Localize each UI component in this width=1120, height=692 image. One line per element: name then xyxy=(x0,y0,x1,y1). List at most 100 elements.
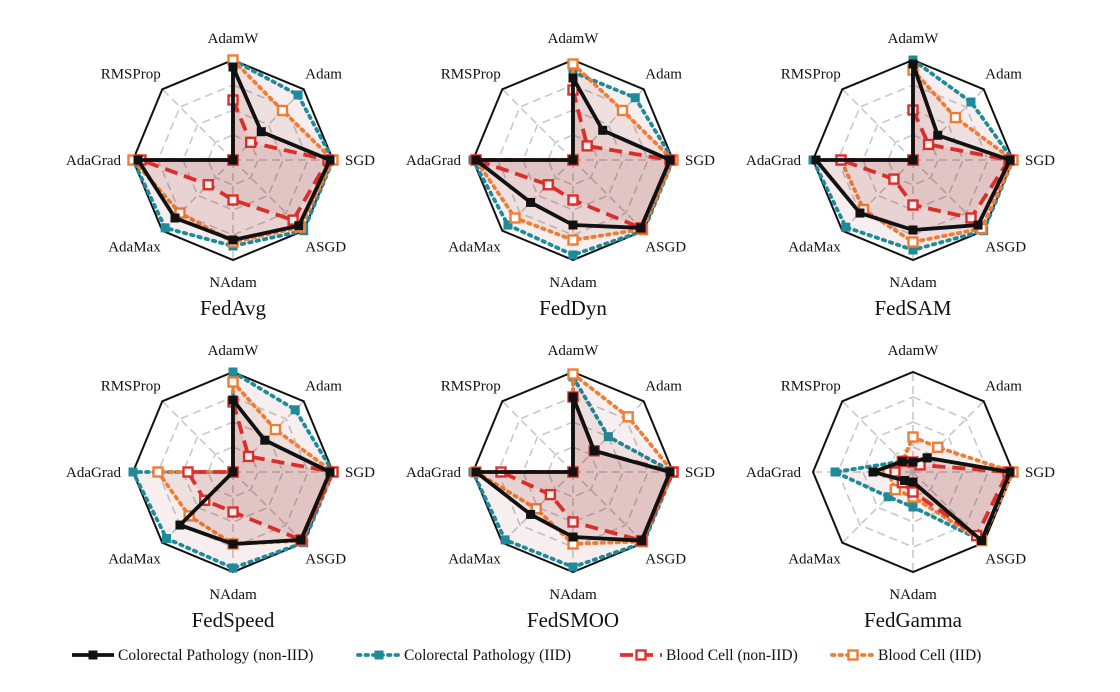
data-point-adamax xyxy=(174,207,186,219)
axis-label-adam: Adam xyxy=(305,379,342,395)
data-point-rmsprop xyxy=(228,155,238,165)
data-point-adamax xyxy=(883,492,893,502)
legend-marker xyxy=(847,649,859,661)
data-point-nadam xyxy=(227,506,239,518)
data-point-sgd xyxy=(325,155,335,165)
grid-ring-3 xyxy=(837,396,989,548)
spoke-adamax xyxy=(501,471,574,544)
legend-label: Colorectal Pathology (IID) xyxy=(404,647,571,664)
data-point-adamax xyxy=(503,220,513,230)
data-point-adamax xyxy=(526,197,536,207)
data-point-adam xyxy=(622,411,634,423)
legend-label: Colorectal Pathology (non-IID) xyxy=(118,647,313,664)
radar-chart-fedgamma: AdamW Adam SGD ASGD NAdam AdaMax AdaGrad RMSPro… xyxy=(746,343,1055,632)
axis-label-adamax: AdaMax xyxy=(788,239,841,255)
axis-label-rmsprop: RMSProp xyxy=(781,379,841,395)
legend-label: Blood Cell (non-IID) xyxy=(666,647,798,664)
axis-label-adagrad: AdaGrad xyxy=(66,465,121,481)
radar-chart-feddyn: AdamW Adam SGD ASGD NAdam AdaMax AdaGrad RMSPro… xyxy=(406,31,715,320)
data-point-adam xyxy=(293,90,303,100)
data-point-adam xyxy=(932,441,944,453)
data-point-adamax xyxy=(530,503,542,515)
grid-ring-3 xyxy=(497,396,649,548)
data-point-adagrad xyxy=(868,467,878,477)
grid-ring-3 xyxy=(157,396,309,548)
data-point-adamw xyxy=(228,395,238,405)
grid-ring-3 xyxy=(837,84,989,236)
axis-label-adamw: AdamW xyxy=(548,343,600,359)
data-point-sgd xyxy=(1005,467,1015,477)
data-point-nadam xyxy=(568,220,578,230)
data-point-nadam xyxy=(567,194,579,206)
spoke-asgd xyxy=(572,159,645,232)
data-point-adagrad xyxy=(133,155,143,165)
data-point-adamw xyxy=(567,368,579,380)
axis-label-adam: Adam xyxy=(985,67,1022,83)
spoke-rmsprop xyxy=(501,88,574,161)
axis-label-adam: Adam xyxy=(645,67,682,83)
data-point-adam xyxy=(581,140,593,152)
data-point-rmsprop xyxy=(568,155,578,165)
grid-ring-3 xyxy=(157,84,309,236)
data-point-adamw xyxy=(228,62,238,72)
data-point-nadam xyxy=(568,250,578,260)
axis-label-rmsprop: RMSProp xyxy=(101,379,161,395)
axis-label-adamw: AdamW xyxy=(208,343,260,359)
legend-marker xyxy=(374,650,384,660)
data-point-asgd xyxy=(973,220,983,230)
data-point-adam xyxy=(244,136,257,149)
data-point-adagrad xyxy=(830,467,840,477)
series-colorectal-pathology-non-iid xyxy=(133,62,335,245)
legend-label: Blood Cell (IID) xyxy=(878,647,981,664)
axis-label-adagrad: AdaGrad xyxy=(746,465,801,481)
data-point-adamax xyxy=(500,535,510,545)
data-point-adamax xyxy=(162,533,172,543)
data-point-asgd xyxy=(637,536,647,546)
chart-title: FedSMOO xyxy=(527,608,619,632)
data-point-adamax xyxy=(542,179,554,191)
axis-label-adamax: AdaMax xyxy=(108,239,161,255)
data-point-adam xyxy=(630,93,640,103)
data-point-asgd xyxy=(977,536,987,546)
series-colorectal-pathology-non-iid xyxy=(471,73,675,233)
data-point-adam xyxy=(922,453,932,463)
series-area xyxy=(841,70,1013,242)
data-point-adam xyxy=(933,130,943,140)
data-point-adam xyxy=(966,97,976,107)
data-point-adamw xyxy=(568,73,578,83)
data-point-adamax xyxy=(202,179,214,191)
data-point-adamax xyxy=(841,222,851,232)
series-area xyxy=(895,461,1008,536)
data-point-adagrad xyxy=(811,155,821,165)
axis-label-adagrad: AdaGrad xyxy=(406,153,461,169)
data-point-adam xyxy=(616,104,629,117)
axis-label-adamw: AdamW xyxy=(548,31,600,47)
axis-label-rmsprop: RMSProp xyxy=(441,67,501,83)
spoke-rmsprop xyxy=(161,400,234,473)
axis-label-adam: Adam xyxy=(305,67,342,83)
data-point-nadam xyxy=(228,235,238,245)
series-area xyxy=(188,402,333,540)
legend-item-colorectal-pathology-non-iid: Colorectal Pathology (non-IID) xyxy=(72,647,313,664)
data-point-nadam xyxy=(907,486,919,498)
data-point-asgd xyxy=(296,535,306,545)
axis-label-nadam: NAdam xyxy=(889,587,937,603)
outer-frame xyxy=(131,58,335,262)
legend-item-colorectal-pathology-iid: Colorectal Pathology (IID) xyxy=(356,647,571,664)
data-point-rmsprop xyxy=(908,155,918,165)
data-point-asgd xyxy=(965,212,977,224)
axis-label-adagrad: AdaGrad xyxy=(746,153,801,169)
legend-item-blood-cell-non-iid: Blood Cell (non-IID) xyxy=(620,647,798,664)
series-colorectal-pathology-non-iid xyxy=(868,453,1015,546)
legend: Colorectal Pathology (non-IID) Colorectal… xyxy=(72,647,981,664)
axis-label-sgd: SGD xyxy=(345,153,375,169)
data-point-adamw xyxy=(227,376,239,388)
chart-title: FedDyn xyxy=(539,296,607,320)
spoke-rmsprop xyxy=(161,88,234,161)
data-point-nadam xyxy=(908,245,918,255)
axis-label-adamax: AdaMax xyxy=(448,551,501,567)
data-point-adagrad xyxy=(128,467,138,477)
data-point-adam xyxy=(256,127,266,137)
data-point-rmsprop xyxy=(228,467,238,477)
